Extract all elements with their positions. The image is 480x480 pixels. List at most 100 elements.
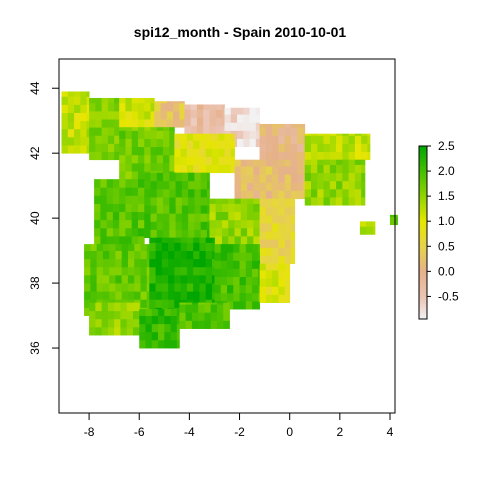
heatmap-cell: [134, 250, 141, 260]
heatmap-cell: [284, 255, 292, 265]
heatmap-cell: [265, 174, 273, 183]
heatmap-cell: [206, 197, 210, 206]
heatmap-cell: [149, 242, 156, 252]
heatmap-cell: [181, 172, 189, 182]
heatmap-cell: [186, 164, 194, 174]
heatmap-cell: [205, 242, 213, 252]
heatmap-cell: [200, 172, 208, 182]
heatmap-cell: [101, 151, 109, 161]
heatmap-cell: [206, 213, 210, 222]
heatmap-cell: [193, 133, 200, 141]
heatmap-cell: [278, 214, 286, 224]
heatmap-cell: [185, 304, 193, 313]
heatmap-cell: [204, 320, 212, 329]
heatmap-cell: [259, 127, 267, 136]
heatmap-cell: [156, 188, 164, 198]
heatmap-cell: [163, 172, 170, 182]
heatmap-cell: [205, 266, 213, 276]
heatmap-cell: [90, 250, 98, 260]
heatmap-cell: [290, 166, 298, 175]
legend-color-step: [419, 301, 427, 305]
heatmap-cell: [149, 299, 156, 308]
heatmap-cell: [134, 258, 141, 268]
heatmap-cell: [170, 331, 178, 341]
heatmap-cell: [101, 318, 109, 328]
heatmap-cell: [137, 97, 145, 104]
heatmap-cell: [90, 291, 98, 300]
heatmap-cell: [272, 214, 279, 224]
legend-color-step: [419, 264, 427, 268]
legend-color-step: [419, 219, 427, 222]
heatmap-cell: [259, 263, 267, 271]
heatmap-cell: [169, 138, 175, 148]
heatmap-cell: [258, 268, 260, 277]
heatmap-cell: [227, 268, 234, 277]
heatmap-cell: [125, 171, 133, 180]
heatmap-cell: [194, 180, 202, 190]
legend-color-step: [419, 284, 427, 287]
y-tick-label: 42: [28, 146, 42, 160]
heatmap-cell: [191, 304, 199, 313]
heatmap-cell: [114, 102, 120, 112]
heatmap-cell: [194, 229, 202, 239]
heatmap-cell: [354, 197, 362, 206]
heatmap-cell: [170, 339, 178, 349]
heatmap-cell: [278, 174, 286, 183]
heatmap-cell: [239, 300, 247, 310]
heatmap-cell: [354, 143, 362, 152]
heatmap-cell: [114, 310, 121, 320]
heatmap-cell: [164, 309, 171, 316]
heatmap-cell: [125, 219, 133, 229]
heatmap-cell: [297, 174, 304, 183]
heatmap-cell: [150, 221, 158, 230]
heatmap-cell: [96, 250, 104, 260]
heatmap-cell: [112, 179, 120, 188]
heatmap-cell: [199, 140, 207, 149]
heatmap-cell: [265, 159, 273, 167]
heatmap-cell: [84, 299, 91, 308]
heatmap-cell: [151, 339, 159, 349]
heatmap-cell: [137, 195, 145, 204]
heatmap-cell: [139, 323, 146, 333]
heatmap-cell: [150, 213, 158, 222]
heatmap-cell: [154, 101, 161, 104]
heatmap-cell: [311, 180, 318, 190]
heatmap-cell: [252, 268, 259, 277]
heatmap-cell: [184, 125, 192, 135]
heatmap-cell: [290, 143, 298, 152]
heatmap-cell: [74, 96, 81, 105]
heatmap-cell: [354, 180, 362, 190]
heatmap-cell: [278, 247, 286, 256]
heatmap-cell: [253, 198, 260, 204]
heatmap-cell: [311, 143, 318, 152]
heatmap-cell: [112, 211, 120, 221]
heatmap-cell: [342, 143, 350, 152]
legend-color-step: [419, 195, 427, 199]
heatmap-cell: [224, 156, 232, 165]
heatmap-cell: [317, 133, 324, 136]
heatmap-cell: [194, 221, 202, 230]
heatmap-cell: [160, 119, 168, 128]
heatmap-cell: [125, 179, 133, 188]
heatmap-cell: [163, 162, 170, 172]
legend-color-step: [419, 295, 427, 298]
heatmap-cell: [297, 135, 304, 144]
heatmap-cell: [95, 310, 103, 320]
heatmap-cell: [252, 284, 259, 294]
heatmap-cell: [145, 323, 153, 333]
heatmap-cell: [220, 260, 228, 269]
heatmap-cell: [190, 125, 198, 135]
heatmap-cell: [372, 221, 376, 227]
heatmap-cell: [284, 231, 292, 240]
heatmap-cell: [211, 133, 219, 141]
heatmap-cell: [181, 188, 189, 198]
heatmap-cell: [179, 302, 187, 305]
heatmap-cell: [233, 252, 240, 261]
heatmap-cell: [290, 198, 296, 208]
heatmap-cell: [323, 151, 331, 161]
heatmap-cell: [210, 320, 218, 329]
heatmap-cell: [180, 164, 188, 174]
heatmap-cell: [265, 182, 273, 191]
heatmap-cell: [125, 146, 133, 156]
heatmap-cell: [186, 274, 194, 284]
